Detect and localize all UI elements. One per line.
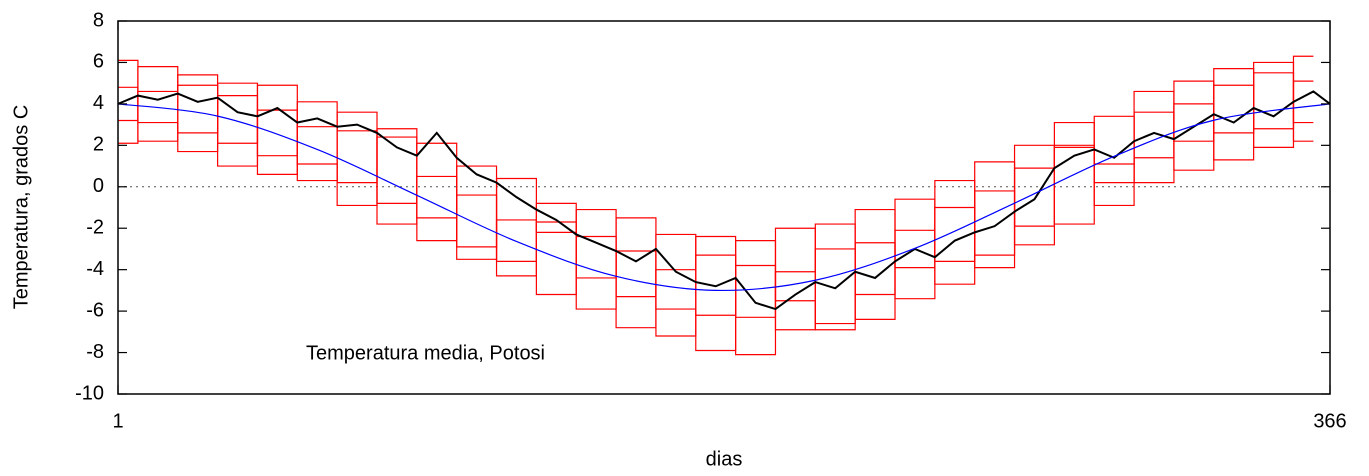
y-tick-label: -2 xyxy=(86,217,104,239)
series-line xyxy=(118,72,1314,318)
y-tick-label: -10 xyxy=(75,382,104,404)
series-line xyxy=(117,103,1331,292)
series-line xyxy=(118,80,1314,331)
y-tick-label: 6 xyxy=(93,51,104,73)
x-tick-label: 366 xyxy=(1313,410,1346,432)
y-tick-label: -6 xyxy=(86,299,104,321)
y-tick-label: -4 xyxy=(86,258,104,280)
x-axis-label: dias xyxy=(706,448,743,470)
y-tick-label: 8 xyxy=(93,9,104,31)
y-tick-label: 0 xyxy=(93,175,104,197)
plot-frame xyxy=(117,20,1331,395)
x-tick-label: 1 xyxy=(112,410,123,432)
series-line xyxy=(118,55,1314,352)
y-tick-label: 4 xyxy=(93,92,104,114)
series-line xyxy=(117,90,1331,311)
y-tick-label: 2 xyxy=(93,134,104,156)
y-axis-label: Temperatura, grados C xyxy=(10,105,32,310)
annotation: Temperatura media, Potosi xyxy=(306,342,545,364)
series-line xyxy=(118,61,1314,356)
y-tick-label: -8 xyxy=(86,341,104,363)
